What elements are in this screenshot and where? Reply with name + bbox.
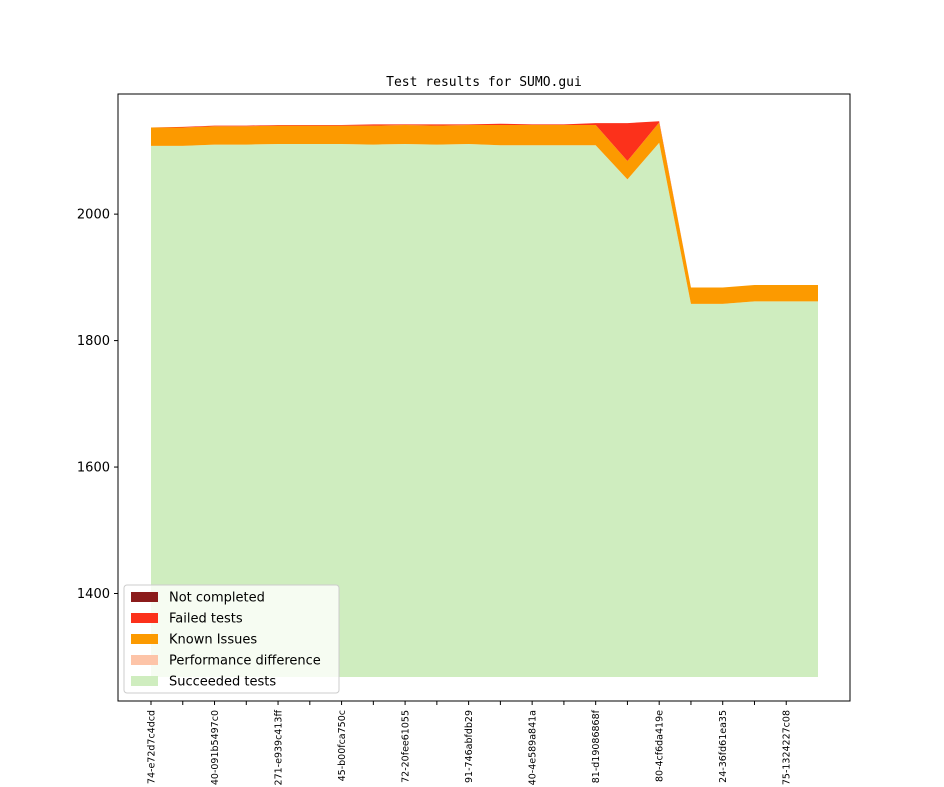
y-tick-label: 1800 — [77, 334, 110, 349]
y-tick-label: 2000 — [77, 208, 110, 223]
legend-swatch-known-issues — [131, 634, 158, 644]
legend-label-not-completed: Not completed — [169, 591, 265, 606]
x-tick-label: 81-d19086868f — [591, 709, 602, 783]
x-tick-label: 91-746abfdb29 — [464, 710, 475, 783]
x-tick-label: 80-4cf6da419e — [655, 710, 666, 782]
legend-label-succeeded-tests: Succeeded tests — [169, 675, 276, 690]
legend-box — [123, 584, 340, 694]
plot-area-frame — [117, 93, 851, 702]
x-tick-label: 40-4e589a841a — [528, 710, 539, 785]
chart-title: Test results for SUMO.gui — [386, 75, 582, 90]
area-known-issues — [151, 122, 818, 304]
x-tick-label: 24-36fd61ea35 — [718, 710, 729, 783]
x-tick-label: 75-1324227c08 — [782, 710, 793, 785]
x-tick-label: 74-e72d7c4dcd — [147, 710, 158, 784]
legend-label-performance-difference: Performance difference — [169, 654, 321, 669]
legend-swatch-not-completed — [131, 592, 158, 602]
legend-swatch-failed-tests — [131, 613, 158, 623]
x-tick-label: 72-20fee61055 — [401, 710, 412, 783]
x-tick-label: 45-b00fca750c — [337, 710, 348, 781]
legend-swatch-succeeded-tests — [131, 676, 158, 686]
area-succeeded-tests — [151, 142, 818, 677]
legend-label-failed-tests: Failed tests — [169, 612, 243, 627]
x-tick-label: 40-091b5497c0 — [210, 710, 221, 785]
series-areas — [151, 121, 818, 677]
y-tick-label: 1400 — [77, 587, 110, 602]
legend-label-known-issues: Known Issues — [169, 633, 257, 648]
x-axis: 74-e72d7c4dcd 40-091b5497c0 271-e939c413ff… — [147, 701, 793, 785]
y-axis: 1400 1600 1800 2000 — [77, 208, 118, 602]
y-tick-label: 1600 — [77, 461, 110, 476]
x-tick-label: 271-e939c413ff — [274, 710, 285, 786]
legend-swatch-performance-difference — [131, 655, 158, 665]
legend: Not completed Failed tests Known Issues Per… — [123, 584, 340, 694]
